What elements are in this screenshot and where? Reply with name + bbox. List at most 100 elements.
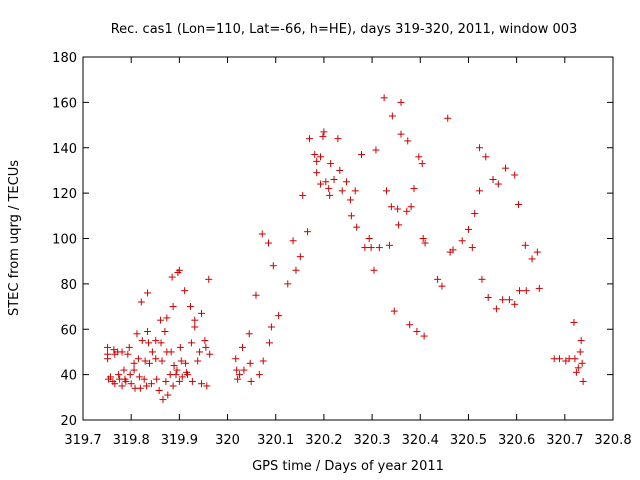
- data-point: [511, 171, 519, 179]
- x-tick-label: 320.6: [498, 433, 535, 448]
- chart-title: Rec. cas1 (Lon=110, Lat=-66, h=HE), days…: [111, 22, 578, 37]
- data-point: [168, 273, 176, 281]
- plot-frame: [82, 56, 614, 421]
- data-point: [198, 309, 206, 317]
- data-point: [353, 223, 361, 231]
- data-point: [572, 368, 580, 376]
- data-point: [167, 348, 175, 356]
- data-point: [464, 225, 472, 233]
- data-point: [133, 330, 141, 338]
- data-point: [482, 153, 490, 161]
- data-point: [289, 237, 297, 245]
- data-point: [240, 366, 248, 374]
- data-point: [370, 266, 378, 274]
- data-point: [528, 255, 536, 263]
- data-point: [140, 375, 148, 383]
- y-tick-label: 140: [52, 142, 77, 157]
- data-point: [191, 316, 199, 324]
- data-point: [380, 94, 388, 102]
- data-point: [187, 339, 195, 347]
- data-point: [394, 205, 402, 213]
- data-point: [577, 337, 585, 345]
- data-point: [296, 253, 304, 261]
- data-point: [236, 371, 244, 379]
- data-point: [125, 343, 133, 351]
- data-point: [365, 235, 373, 242]
- data-point: [419, 235, 427, 242]
- data-point: [413, 328, 421, 336]
- data-point: [144, 289, 152, 297]
- data-point: [161, 328, 169, 336]
- data-point: [299, 191, 307, 199]
- data-point: [172, 371, 180, 379]
- data-point: [144, 328, 152, 336]
- data-point: [556, 355, 564, 363]
- data-point: [521, 241, 529, 249]
- data-point: [233, 366, 241, 374]
- data-point: [313, 169, 321, 177]
- data-point: [265, 339, 273, 347]
- data-point: [247, 377, 255, 385]
- y-tick-label: 40: [60, 369, 77, 384]
- data-point: [159, 396, 167, 404]
- y-tick-label: 180: [52, 51, 77, 66]
- data-point: [346, 196, 354, 204]
- data-point: [388, 112, 396, 120]
- data-point: [145, 339, 153, 347]
- data-point: [367, 244, 375, 252]
- data-point: [252, 291, 260, 299]
- data-point: [511, 300, 519, 308]
- data-point: [152, 337, 160, 345]
- x-tick-label: 319.9: [161, 433, 198, 448]
- data-point: [444, 114, 452, 122]
- data-point: [152, 355, 160, 363]
- data-point: [574, 364, 582, 372]
- data-point: [138, 337, 146, 345]
- x-tick-label: 319.7: [64, 433, 101, 448]
- data-point: [313, 157, 321, 165]
- data-point: [404, 137, 412, 145]
- data-point: [494, 180, 502, 188]
- x-tick-label: 320.4: [402, 433, 439, 448]
- data-point: [162, 377, 170, 385]
- data-point: [269, 262, 277, 270]
- data-point: [478, 275, 486, 283]
- data-point: [106, 373, 114, 381]
- data-point: [122, 377, 130, 385]
- data-point: [415, 153, 423, 161]
- data-point: [317, 153, 325, 161]
- y-tick-label: 160: [52, 96, 77, 111]
- data-point: [155, 387, 163, 395]
- data-point: [158, 357, 166, 365]
- data-point: [115, 371, 123, 379]
- data-point: [126, 371, 134, 379]
- data-point: [421, 239, 429, 247]
- data-point: [351, 187, 359, 195]
- data-point: [420, 332, 428, 340]
- data-point: [515, 200, 523, 208]
- data-point: [320, 128, 328, 136]
- data-point: [177, 357, 185, 365]
- x-tick-label: 320.7: [546, 433, 583, 448]
- data-point: [476, 144, 484, 152]
- data-point: [317, 180, 325, 188]
- data-point: [395, 221, 403, 229]
- data-point: [141, 357, 149, 365]
- data-point: [361, 244, 369, 252]
- data-point: [124, 350, 132, 358]
- data-point: [322, 178, 330, 186]
- data-point: [505, 296, 513, 304]
- data-point: [284, 280, 292, 288]
- data-point: [403, 207, 411, 215]
- x-tick-label: 320.3: [353, 433, 390, 448]
- data-point: [191, 323, 199, 331]
- data-point: [130, 359, 138, 367]
- data-point: [330, 176, 338, 184]
- data-point: [535, 284, 543, 292]
- y-axis: 20 40 60 80 100 120 140 160 180: [52, 51, 613, 429]
- data-point: [175, 266, 183, 274]
- x-axis-label: GPS time / Days of year 2011: [252, 459, 444, 474]
- data-point: [170, 362, 178, 370]
- data-point: [169, 382, 177, 390]
